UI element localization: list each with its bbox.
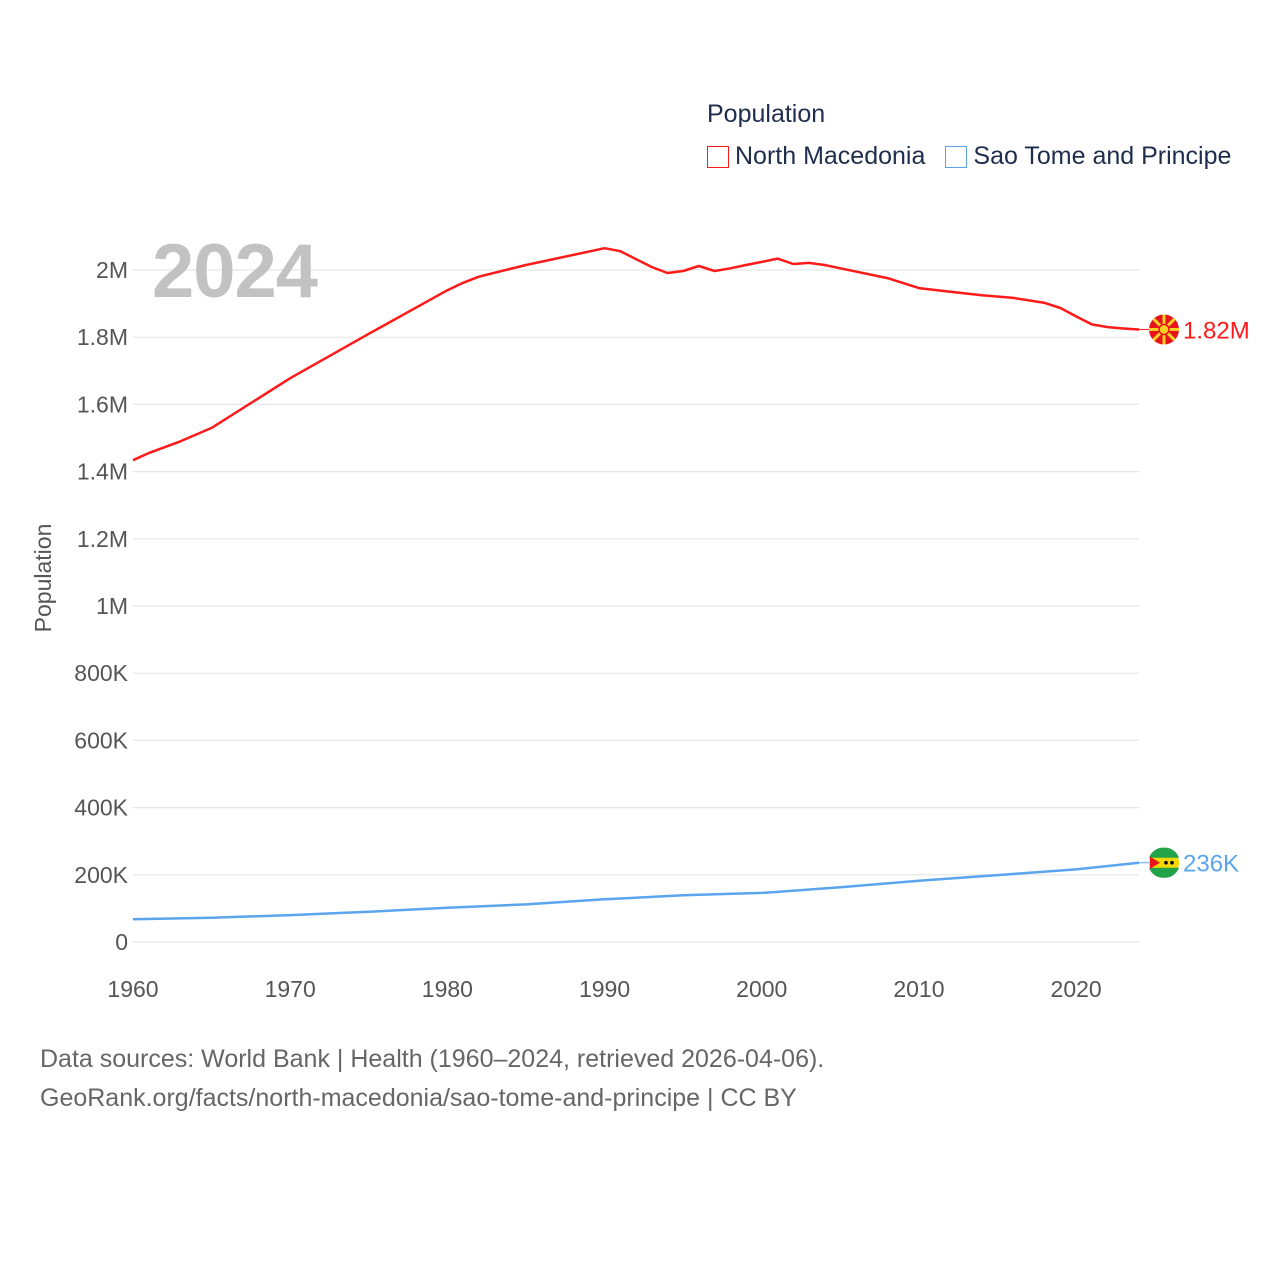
legend-label: North Macedonia bbox=[735, 142, 926, 170]
x-tick-label: 1960 bbox=[107, 976, 158, 1002]
y-tick-label: 200K bbox=[74, 862, 128, 888]
y-tick-label: 0 bbox=[115, 929, 128, 955]
x-tick-label: 2010 bbox=[893, 976, 944, 1002]
legend-label: Sao Tome and Principe bbox=[973, 142, 1232, 170]
y-tick-label: 1.4M bbox=[77, 459, 128, 485]
y-tick-label: 1M bbox=[96, 593, 128, 619]
source-url[interactable]: GeoRank.org/facts/north-macedonia/sao-to… bbox=[40, 1084, 797, 1112]
flag-stripe-bottom bbox=[1149, 867, 1179, 878]
end-value-label: 1.82M bbox=[1183, 317, 1250, 344]
y-tick-label: 1.8M bbox=[77, 324, 128, 350]
legend-title: Population bbox=[707, 100, 826, 128]
legend-swatch bbox=[707, 145, 729, 168]
y-tick-label: 2M bbox=[96, 257, 128, 283]
x-tick-label: 2000 bbox=[736, 976, 787, 1002]
year-label: 2024 bbox=[152, 229, 318, 314]
legend-swatch bbox=[945, 145, 968, 168]
series-line-north-macedonia bbox=[132, 246, 1140, 462]
legend: North Macedonia Sao Tome and Principe bbox=[707, 142, 1231, 171]
series-line-sao-tome-and-principe bbox=[132, 861, 1140, 921]
legend-item-north-macedonia[interactable]: North Macedonia bbox=[707, 142, 925, 171]
legend-item-sao-tome[interactable]: Sao Tome and Principe bbox=[945, 142, 1231, 171]
flag-stripe-top bbox=[1149, 847, 1179, 858]
data-source: Data sources: World Bank | Health (1960–… bbox=[40, 1045, 825, 1073]
y-tick-label: 1.2M bbox=[77, 526, 128, 552]
flag-triangle bbox=[1150, 856, 1160, 869]
x-tick-label: 1970 bbox=[265, 976, 316, 1002]
y-tick-label: 600K bbox=[74, 727, 128, 753]
flag-star bbox=[1164, 860, 1168, 865]
flag-star bbox=[1170, 860, 1174, 865]
y-tick-label: 1.6M bbox=[77, 391, 128, 417]
x-tick-label: 1980 bbox=[422, 976, 473, 1002]
y-tick-label: 800K bbox=[74, 660, 128, 686]
x-tick-label: 2020 bbox=[1051, 976, 1102, 1002]
y-axis-title: Population bbox=[30, 524, 56, 633]
end-value-label: 236K bbox=[1183, 851, 1239, 878]
x-tick-label: 1990 bbox=[579, 976, 630, 1002]
y-tick-label: 400K bbox=[74, 795, 128, 821]
flag-sun bbox=[1158, 323, 1170, 336]
